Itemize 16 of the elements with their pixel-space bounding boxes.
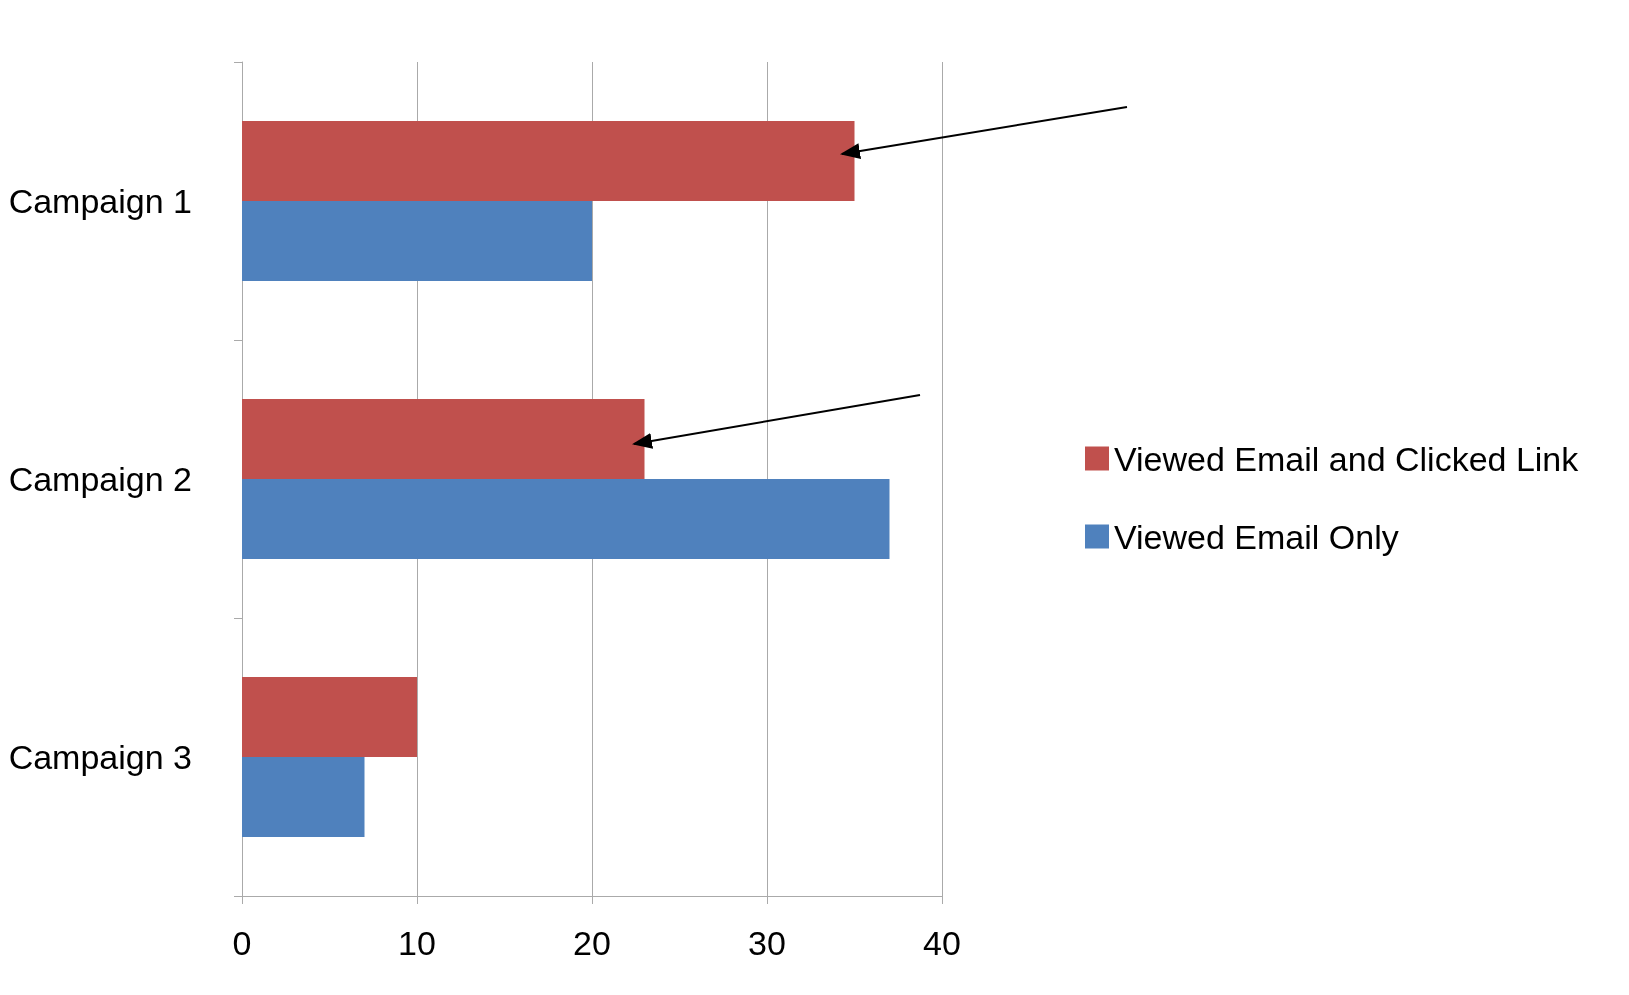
x-tick-label: 0 <box>232 924 252 962</box>
bar <box>242 399 645 479</box>
x-tick-label: 40 <box>923 924 961 962</box>
bar <box>242 677 417 757</box>
bar <box>242 121 855 201</box>
x-tick-label: 20 <box>573 924 611 962</box>
y-tick-label: Campaign 2 <box>8 460 192 498</box>
bar <box>242 479 890 559</box>
y-tick-label: Campaign 3 <box>8 738 192 776</box>
bar <box>242 757 365 837</box>
bar <box>242 201 592 281</box>
x-tick-label: 10 <box>398 924 436 962</box>
legend-label: Viewed Email Only <box>1114 517 1399 556</box>
legend-label: Viewed Email and Clicked Link <box>1114 439 1580 478</box>
x-tick-label: 30 <box>748 924 786 962</box>
y-tick-label: Campaign 1 <box>8 182 192 220</box>
